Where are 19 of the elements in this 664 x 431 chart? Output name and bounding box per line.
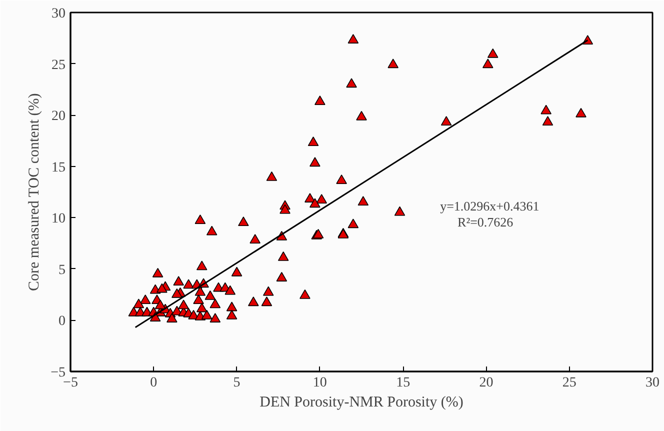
x-tick-label: 10 [312, 376, 327, 390]
y-tick-label: 25 [52, 58, 66, 73]
y-tick-label: 10 [52, 212, 66, 227]
x-tick-label: 5 [233, 376, 240, 390]
annotation: R²=0.7626 [458, 214, 514, 230]
x-tick-label: 0 [150, 376, 158, 390]
y-tick-label: 0 [58, 314, 66, 330]
y-tick-label: 30 [52, 6, 66, 22]
x-tick-label: 15 [396, 376, 410, 390]
y-axis-title: Core measured TOC content (%) [26, 93, 43, 291]
y-tick-label: 5 [58, 262, 66, 278]
x-tick-label: 30 [646, 376, 660, 390]
y-tick-label: 15 [52, 160, 66, 176]
y-tick-label: 20 [52, 109, 66, 124]
x-tick-label: 20 [479, 376, 494, 390]
y-tick-label: −5 [50, 366, 66, 380]
x-tick-label: 25 [562, 376, 576, 390]
x-axis-title: DEN Porosity-NMR Porosity (%) [260, 394, 464, 410]
annotation: y=1.0296x+0.4361 [440, 198, 540, 214]
